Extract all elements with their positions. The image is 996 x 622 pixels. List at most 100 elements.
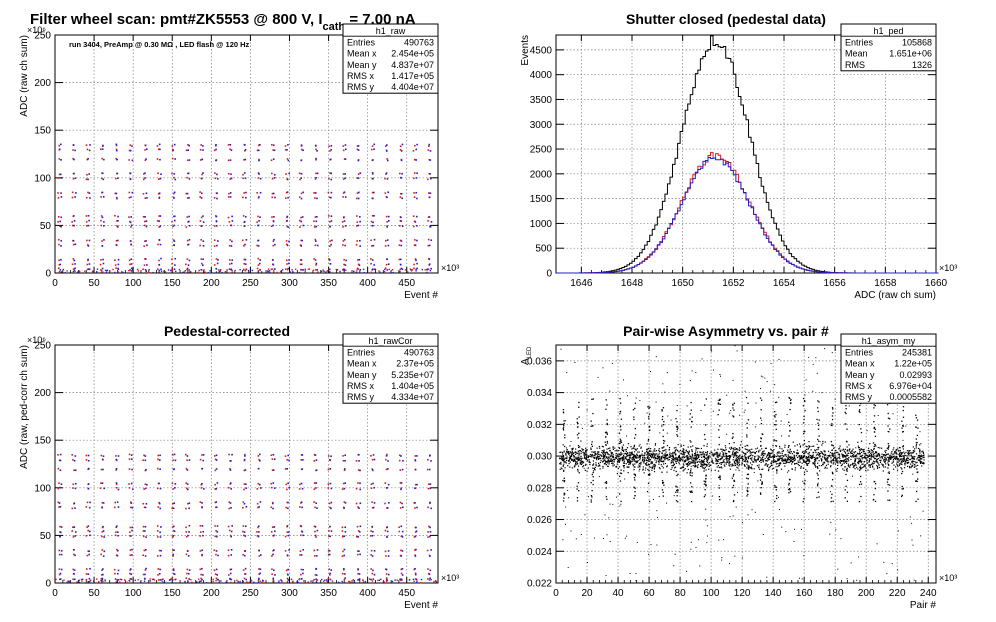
data-point-red (315, 158, 317, 161)
data-point (887, 462, 889, 464)
data-point (654, 464, 656, 466)
data-point (702, 451, 705, 453)
data-point-blue (373, 148, 375, 150)
data-point-red (286, 216, 288, 219)
data-point-red (171, 258, 173, 260)
data-point-red (370, 258, 372, 260)
data-point-blue (387, 555, 390, 557)
data-point (590, 448, 592, 450)
data-point-baseline (81, 580, 83, 582)
data-point (897, 458, 899, 460)
data-point (755, 459, 757, 461)
data-point (793, 451, 795, 454)
data-point-red (272, 240, 275, 243)
data-point (600, 459, 602, 462)
data-point-blue (259, 216, 261, 218)
data-point-red (128, 196, 131, 199)
data-point-baseline (378, 579, 381, 581)
data-point (728, 447, 731, 449)
data-point-baseline (151, 578, 154, 581)
data-point (671, 465, 673, 467)
data-point (871, 452, 873, 454)
data-point (694, 458, 697, 460)
data-point (714, 469, 716, 471)
data-point-blue (188, 507, 190, 510)
data-point-blue (316, 150, 318, 152)
data-point (885, 453, 888, 456)
data-point (811, 455, 813, 458)
data-point-blue (429, 535, 431, 538)
data-point-blue (257, 172, 260, 174)
data-point-baseline (210, 579, 213, 582)
data-point-blue (343, 468, 346, 470)
data-point (885, 458, 887, 460)
data-point (823, 461, 825, 463)
data-point (727, 457, 729, 460)
data-point (781, 460, 783, 462)
data-point (725, 449, 727, 451)
data-point-blue (429, 150, 432, 152)
data-point (899, 447, 901, 449)
data-point-blue (144, 216, 146, 218)
data-point-red (115, 483, 118, 486)
data-point-blue (429, 192, 432, 195)
data-point (855, 464, 857, 466)
data-point (883, 460, 885, 462)
data-point (634, 448, 636, 450)
data-point-red (370, 568, 372, 570)
data-point (894, 457, 896, 459)
data-point-blue (344, 482, 347, 484)
plot-p4: 0 20 40 60 80 100 120 140 160 180 200 220 2400.0220.… (520, 323, 957, 611)
data-point-blue (131, 506, 134, 509)
data-point-blue (272, 482, 275, 484)
data-point-red (72, 157, 74, 160)
data-point (894, 451, 896, 454)
data-point-blue (60, 225, 62, 228)
data-point (671, 458, 673, 460)
data-point (599, 454, 601, 456)
data-point-baseline (131, 268, 134, 271)
data-point-blue (159, 554, 162, 557)
data-point-blue (72, 572, 75, 575)
data-point (697, 466, 699, 468)
data-point-baseline (399, 270, 401, 273)
data-point-blue (102, 568, 104, 570)
data-point (770, 452, 772, 454)
data-point-blue (387, 483, 390, 486)
data-point (728, 459, 730, 461)
data-point (900, 455, 903, 458)
data-point (672, 461, 674, 463)
data-point (884, 456, 886, 459)
data-point (750, 466, 752, 468)
data-point-red (128, 191, 131, 194)
data-point (860, 451, 863, 454)
data-point (596, 453, 599, 455)
data-point-blue (373, 215, 375, 217)
data-point (846, 458, 848, 460)
data-point (613, 459, 615, 461)
data-point (887, 459, 889, 461)
data-point-blue (101, 245, 104, 247)
data-point (691, 453, 693, 455)
data-point-red (356, 267, 359, 270)
data-point (595, 465, 597, 467)
data-point-blue (158, 143, 161, 146)
data-point (729, 465, 731, 467)
data-point (618, 460, 621, 462)
data-point (701, 464, 703, 466)
data-point (658, 449, 660, 451)
data-point-blue (130, 573, 133, 576)
data-point (578, 456, 580, 459)
data-point (653, 468, 655, 470)
data-point (598, 451, 600, 453)
data-point (665, 455, 667, 457)
data-point-blue (188, 224, 191, 227)
data-point-baseline (262, 580, 265, 582)
data-point (844, 448, 847, 451)
data-point (731, 465, 733, 467)
data-point (786, 460, 788, 462)
data-point-baseline (215, 271, 218, 273)
data-point (711, 458, 713, 460)
data-point (616, 461, 619, 463)
data-point-blue (216, 482, 219, 484)
